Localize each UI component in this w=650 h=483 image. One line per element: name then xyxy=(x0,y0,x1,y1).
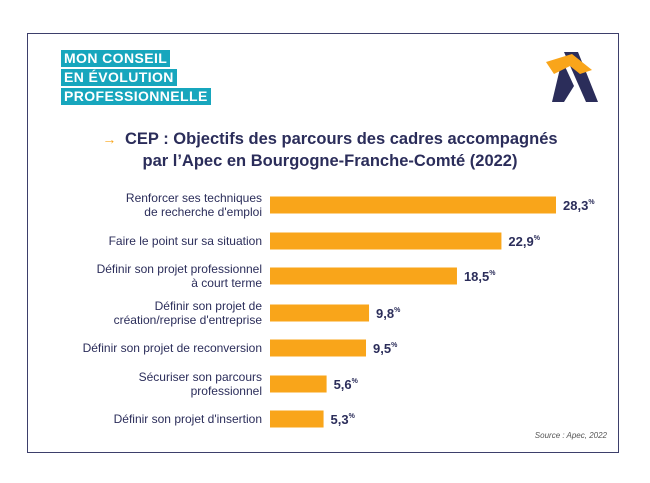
category-label-3: Définir son projet professionnel à court … xyxy=(97,262,263,290)
bar-6 xyxy=(270,375,327,393)
badge-line-2: EN ÉVOLUTION xyxy=(61,69,177,86)
value-label-7: 5,3% xyxy=(331,412,356,427)
title-arrow-icon: → xyxy=(102,131,117,147)
category-label-5: Définir son projet de reconversion xyxy=(83,341,262,355)
value-label-3: 18,5% xyxy=(464,269,496,284)
bar-7 xyxy=(270,410,324,428)
category-label-2: Faire le point sur sa situation xyxy=(109,234,262,248)
value-label-2: 22,9% xyxy=(508,234,540,249)
category-label-1: Renforcer ses techniques de recherche d'e… xyxy=(126,191,262,219)
bar-2 xyxy=(270,232,502,250)
bar-5 xyxy=(270,339,367,357)
bar-3 xyxy=(270,267,457,285)
value-label-6: 5,6% xyxy=(334,377,359,392)
apec-logo-icon xyxy=(546,52,598,102)
chart-title-line-2: par l’Apec en Bourgogne-Franche-Comté (2… xyxy=(142,152,518,170)
value-label-5: 9,5% xyxy=(373,341,398,356)
chart-title-line-1: CEP : Objectifs des parcours des cadres … xyxy=(125,130,558,148)
category-label-7: Définir son projet d'insertion xyxy=(114,412,262,426)
value-label-4: 9,8% xyxy=(376,306,401,321)
bar-1 xyxy=(270,196,556,214)
program-badge: MON CONSEIL EN ÉVOLUTION PROFESSIONNELLE xyxy=(61,50,211,107)
badge-line-1: MON CONSEIL xyxy=(61,50,171,67)
badge-line-3: PROFESSIONNELLE xyxy=(61,88,211,105)
source-note: Source : Apec, 2022 xyxy=(534,431,607,440)
category-label-4: Définir son projet de création/reprise d'… xyxy=(114,299,263,327)
bar-4 xyxy=(270,304,370,322)
category-label-6: Sécuriser son parcours professionnel xyxy=(139,370,262,398)
value-label-1: 28,3% xyxy=(563,198,595,213)
chart-title: → CEP : Objectifs des parcours des cadre… xyxy=(60,128,600,172)
